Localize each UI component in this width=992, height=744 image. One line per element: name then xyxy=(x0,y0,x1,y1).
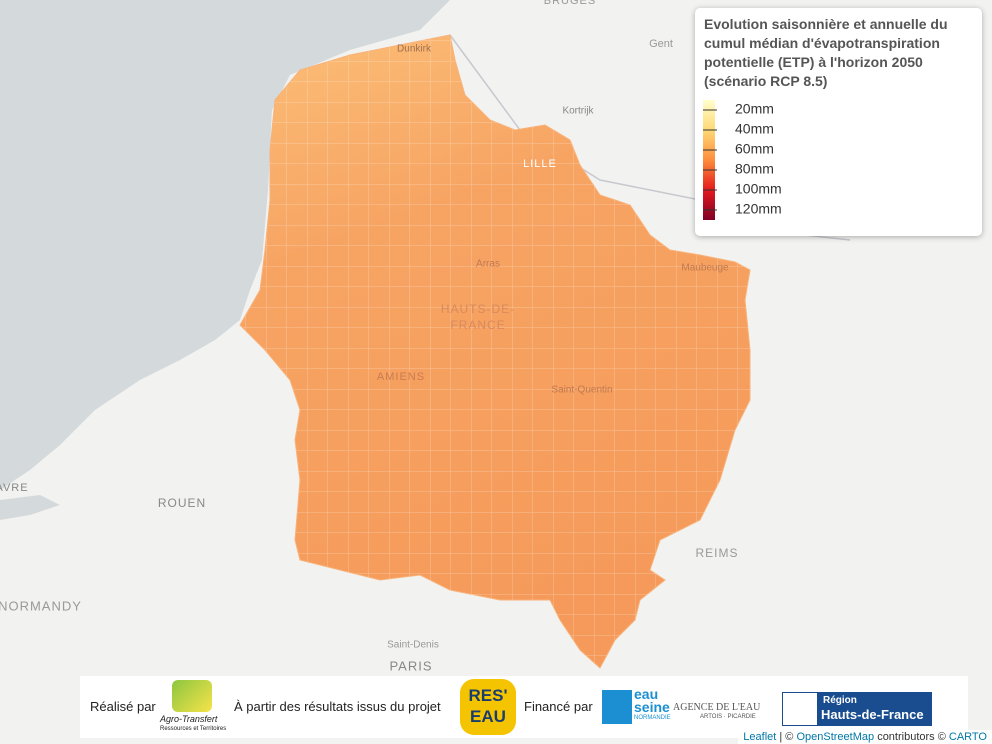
map-label: Saint-Quentin xyxy=(551,385,612,396)
map-label: NORMANDY xyxy=(0,598,82,613)
link[interactable]: OpenStreetMap xyxy=(796,731,875,743)
map-label: REIMS xyxy=(695,546,738,560)
logo-eau xyxy=(602,690,632,724)
text: | © xyxy=(779,731,794,743)
legend-title: Evolution saisonnière et annuelle du cum… xyxy=(704,16,948,89)
text: Réalisé par xyxy=(90,699,156,714)
logo-text: Ressources et Territoires xyxy=(160,726,227,732)
map-label: Kortrijk xyxy=(562,106,594,117)
logo-reseau: RES' EAU xyxy=(460,679,516,735)
footer-logos: Réalisé par Agro-Transfert Ressources et… xyxy=(80,676,968,738)
link[interactable]: Leaflet xyxy=(743,731,777,743)
map-label: FRANCE xyxy=(450,318,505,332)
logo-text: RES' xyxy=(468,686,508,705)
map-label: PARIS xyxy=(389,658,432,673)
map-label: Dunkirk xyxy=(397,44,432,55)
logo-text: EAU xyxy=(470,707,506,726)
map-label: ROUEN xyxy=(158,496,206,510)
legend: Evolution saisonnière et annuelle du cum… xyxy=(695,8,982,236)
legend-gradient xyxy=(703,100,715,220)
logo-text: Agro-Transfert xyxy=(160,714,218,724)
map-label: AVRE xyxy=(0,482,29,494)
sea xyxy=(0,0,450,490)
logo-text: AGENCE DE L'EAU xyxy=(673,702,761,713)
region-grid xyxy=(240,35,750,668)
link[interactable]: CARTO xyxy=(948,731,987,743)
sea-south xyxy=(0,495,60,520)
logo-text: Hauts-de-France xyxy=(821,707,924,722)
map-label: HAUTS-DE- xyxy=(441,302,515,316)
logo-agro xyxy=(172,680,212,712)
text: contributors © xyxy=(877,731,946,743)
legend-label: 100mm xyxy=(735,181,782,197)
legend-label: 40mm xyxy=(735,121,774,137)
logo-text: ARTOIS · PICARDIE xyxy=(700,714,756,720)
logo-text: NORMANDIE xyxy=(634,715,671,721)
map-label: Saint-Denis xyxy=(387,640,439,651)
legend-label: 120mm xyxy=(735,201,782,217)
text: À partir des résultats issus du projet xyxy=(234,699,441,714)
logo-region: Région Hauts-de-France xyxy=(782,692,932,726)
logo-text: eau xyxy=(634,686,659,702)
map-label: BRUGES xyxy=(544,0,596,7)
legend-label: 20mm xyxy=(735,101,774,117)
map-label: Gent xyxy=(649,38,673,50)
attribution: Leaflet | © OpenStreetMap contributors ©… xyxy=(738,730,992,744)
legend-scale: 20mm 40mm 60mm 80mm 100mm 120mm xyxy=(703,100,782,220)
map-label: Arras xyxy=(476,259,500,270)
logo-text: seine xyxy=(634,699,670,715)
map-label: Maubeuge xyxy=(681,263,729,274)
legend-label: 80mm xyxy=(735,161,774,177)
text: Financé par xyxy=(524,699,593,714)
logo-text: Région xyxy=(823,695,857,706)
map-label: LILLE xyxy=(523,158,557,170)
map-label: AMIENS xyxy=(377,371,425,383)
legend-label: 60mm xyxy=(735,141,774,157)
